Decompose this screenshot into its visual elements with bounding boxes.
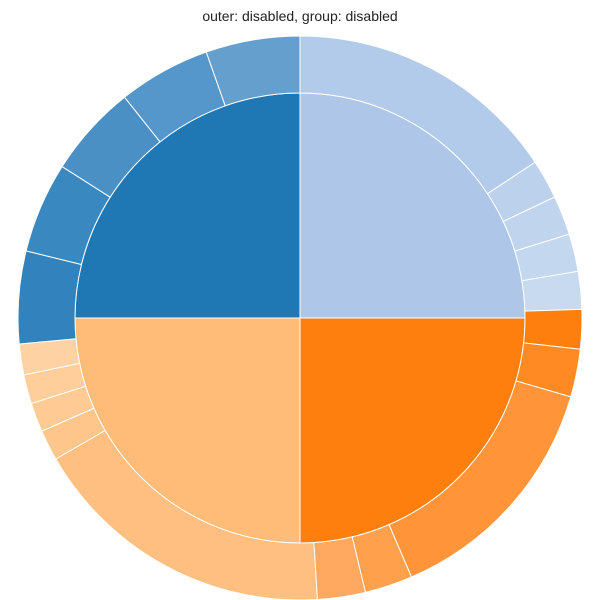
chart-title: outer: disabled, group: disabled [202, 8, 398, 24]
inner-ring [74, 92, 526, 544]
outer-slice-20 [205, 35, 301, 107]
outer-ring [17, 35, 583, 600]
outer-slice-6 [523, 308, 583, 350]
outer-slice-16 [17, 250, 83, 345]
